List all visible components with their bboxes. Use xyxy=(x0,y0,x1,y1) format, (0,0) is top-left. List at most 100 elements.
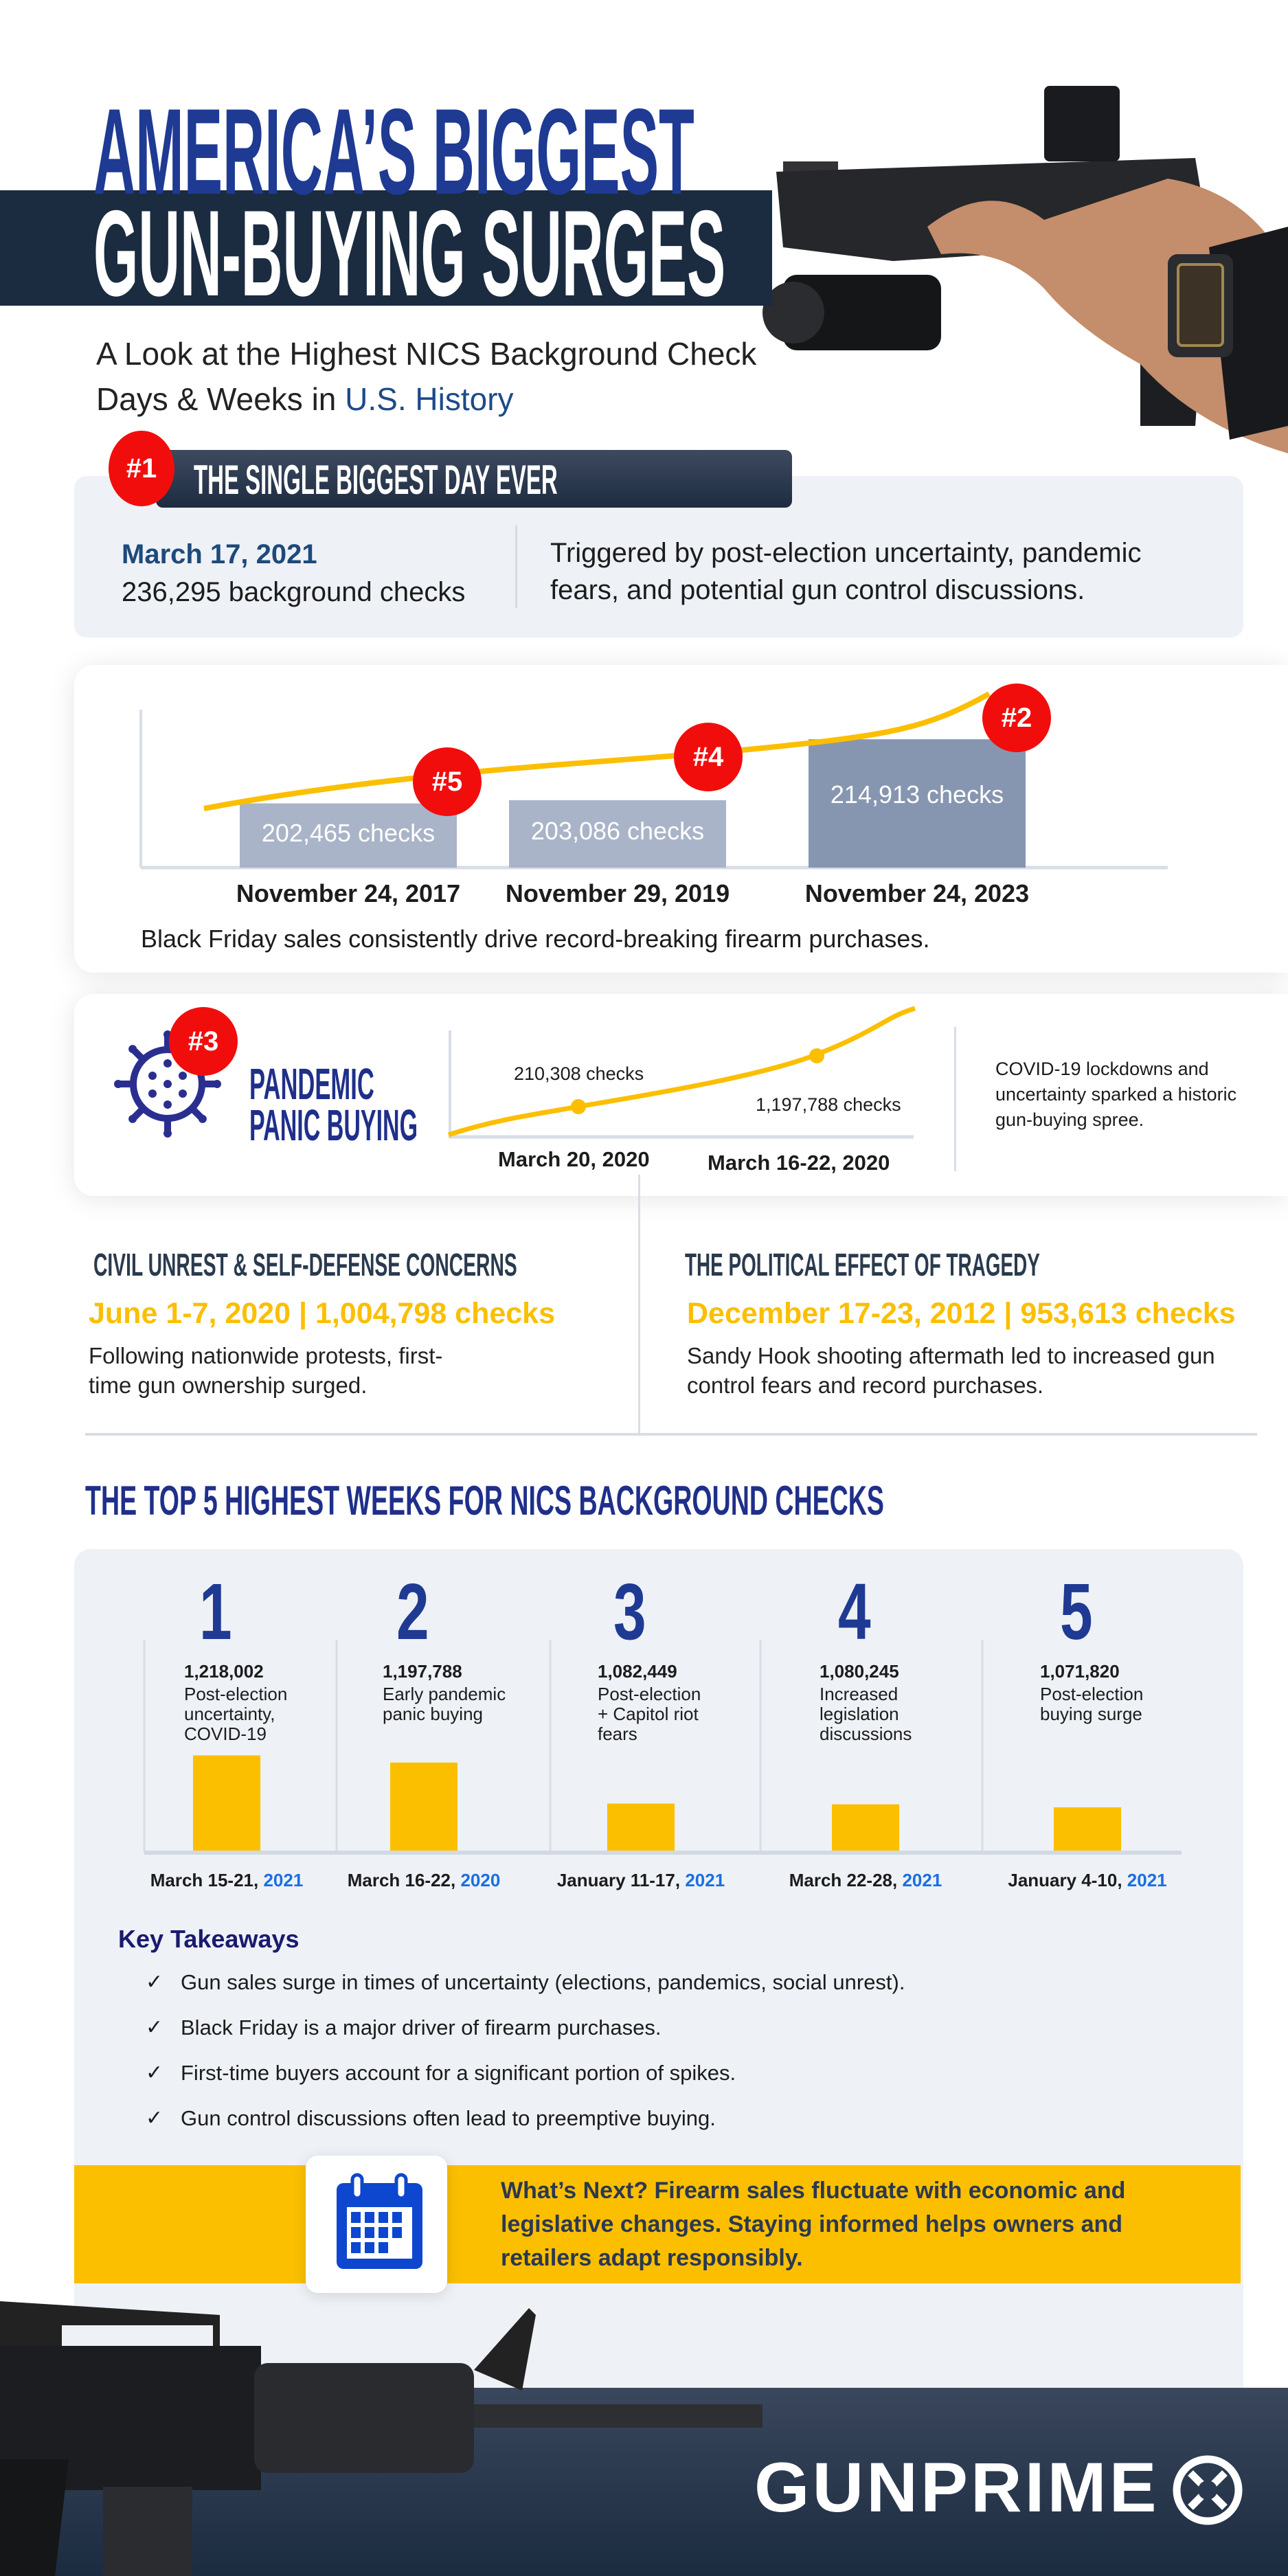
black-friday-bar xyxy=(809,739,1026,868)
takeaway-item: Gun sales surge in times of uncertainty … xyxy=(181,1970,905,1994)
week-bar xyxy=(607,1803,675,1851)
week-bar xyxy=(193,1755,260,1851)
title-band xyxy=(0,190,772,306)
takeaway-item: Black Friday is a major driver of firear… xyxy=(181,2015,662,2040)
gunprime-crosshair-icon xyxy=(1173,2455,1243,2525)
black-friday-date: November 29, 2019 xyxy=(505,879,730,907)
week-desc: Early pandemic xyxy=(383,1684,506,1704)
title-line-1: AMERICA’S BIGGEST xyxy=(93,83,694,220)
takeaway-item: First-time buyers account for a signific… xyxy=(181,2061,736,2085)
data-point-march-20 xyxy=(571,1099,586,1114)
pandemic-title-1: PANDEMIC xyxy=(249,1059,374,1109)
check-icon: ✓ xyxy=(146,1971,163,1993)
week-value: 1,082,449 xyxy=(598,1661,677,1682)
title-line-2: GUN-BUYING SURGES xyxy=(93,185,726,321)
week-desc: legislation xyxy=(820,1704,899,1724)
calendar-icon xyxy=(337,2173,422,2269)
takeaways-title: Key Takeaways xyxy=(118,1925,300,1953)
biggest-day-checks: 236,295 background checks xyxy=(122,577,466,607)
week-value: 1,071,820 xyxy=(1040,1661,1120,1682)
week-date: March 16-22, 2020 xyxy=(347,1870,501,1890)
week-desc: Post-election xyxy=(598,1684,701,1704)
black-friday-chart xyxy=(139,691,1168,870)
biggest-day-desc-1: Triggered by post-election uncertainty, … xyxy=(550,538,1142,568)
check-icon: ✓ xyxy=(146,2061,163,2084)
check-icon: ✓ xyxy=(146,2107,163,2129)
civil-unrest-heading: CIVIL UNREST & SELF-DEFENSE CONCERNS xyxy=(93,1247,517,1283)
rank-number: 3 xyxy=(613,1567,646,1656)
rank-number: 1 xyxy=(199,1567,232,1656)
week-desc: Post-election xyxy=(184,1684,288,1704)
tragedy-heading: THE POLITICAL EFFECT OF TRAGEDY xyxy=(685,1247,1040,1283)
subtitle-highlight: U.S. History xyxy=(345,381,514,417)
column-divider xyxy=(638,1175,640,1433)
civil-unrest-desc: Following nationwide protests, first-tim… xyxy=(89,1343,443,1398)
whats-next-banner xyxy=(74,2165,1241,2283)
whats-next-text: What’s Next? Firearm sales fluctuate wit… xyxy=(501,2178,1126,2271)
rank-badge-2: #2 xyxy=(982,683,1051,752)
week-date: March 15-21, 2021 xyxy=(150,1870,304,1890)
rank-badge-4: #4 xyxy=(674,723,743,791)
civil-unrest-stat: June 1-7, 2020 | 1,004,798 checks xyxy=(89,1297,556,1330)
bar-data-label: 203,086 checks xyxy=(530,817,705,846)
takeaway-item: Gun control discussions often lead to pr… xyxy=(181,2106,716,2130)
section-divider xyxy=(85,1433,1257,1436)
gunprime-logo-text: GUNPRIME xyxy=(754,2448,1160,2527)
tragedy-stat: December 17-23, 2012 | 953,613 checks xyxy=(687,1297,1236,1330)
week-desc: Increased xyxy=(820,1684,899,1704)
week-date: January 11-17, 2021 xyxy=(556,1870,725,1890)
rank-number: 4 xyxy=(838,1567,871,1656)
week-value: 1,197,788 xyxy=(383,1661,462,1682)
pandemic-label-2: 1,197,788 checks xyxy=(756,1094,901,1115)
black-friday-caption: Black Friday sales consistently drive re… xyxy=(141,925,930,953)
biggest-day-date: March 17, 2021 xyxy=(122,539,317,569)
black-friday-bar xyxy=(240,803,457,868)
rank-number: 2 xyxy=(396,1567,429,1656)
tragedy-desc: Sandy Hook shooting aftermath led to inc… xyxy=(687,1343,1215,1398)
rank-badge-3: #3 xyxy=(169,1007,238,1076)
rank-number: 5 xyxy=(1060,1567,1093,1656)
pandemic-card xyxy=(74,994,1288,1196)
black-friday-date: November 24, 2017 xyxy=(236,879,461,907)
pistol-in-hand-image xyxy=(762,86,1288,453)
week-bar xyxy=(832,1804,899,1851)
bar-data-label: 214,913 checks xyxy=(830,780,1004,809)
pandemic-date-1: March 20, 2020 xyxy=(498,1147,650,1171)
subtitle-line-2: Days & Weeks in U.S. History xyxy=(96,381,514,417)
divider xyxy=(954,1027,956,1171)
rank-badge-1: #1 xyxy=(109,431,174,506)
bar-data-label: 202,465 checks xyxy=(261,818,436,847)
week-desc: panic buying xyxy=(383,1704,483,1724)
week-value: 1,080,245 xyxy=(820,1661,899,1682)
biggest-day-header-bar xyxy=(156,450,792,508)
week-bar xyxy=(390,1762,457,1851)
week-desc: fears xyxy=(598,1724,637,1744)
pandemic-label-1: 210,308 checks xyxy=(514,1063,644,1084)
top5-bar-chart xyxy=(143,1640,1182,1855)
top5-heading: THE TOP 5 HIGHEST WEEKS FOR NICS BACKGRO… xyxy=(85,1478,884,1524)
black-friday-date: November 24, 2023 xyxy=(804,879,1030,907)
week-desc: uncertainty, xyxy=(184,1704,275,1724)
biggest-day-title: THE SINGLE BIGGEST DAY EVER xyxy=(194,457,558,503)
calendar-tile xyxy=(306,2156,447,2293)
check-icon: ✓ xyxy=(146,2016,163,2039)
data-point-march-16-22 xyxy=(809,1048,824,1063)
week-desc: buying surge xyxy=(1040,1704,1142,1724)
rifle-image xyxy=(0,2301,762,2576)
week-desc: discussions xyxy=(820,1724,912,1744)
pandemic-title-2: PANIC BUYING xyxy=(249,1100,418,1150)
week-date: March 22-28, 2021 xyxy=(789,1870,942,1890)
pandemic-desc: COVID-19 lockdowns and uncertainty sparke… xyxy=(995,1059,1237,1130)
pandemic-line xyxy=(447,1006,916,1138)
subtitle-line-1: A Look at the Highest NICS Background Ch… xyxy=(96,336,757,372)
week-bar xyxy=(1054,1807,1121,1851)
pandemic-line-chart xyxy=(447,1006,916,1139)
week-desc: + Capitol riot xyxy=(598,1704,699,1724)
biggest-day-desc-2: fears, and potential gun control discuss… xyxy=(550,575,1085,605)
week-desc: COVID-19 xyxy=(184,1724,267,1744)
rank-badge-5: #5 xyxy=(413,747,482,816)
week-desc: Post-election xyxy=(1040,1684,1144,1704)
divider xyxy=(515,526,517,608)
pandemic-date-2: March 16-22, 2020 xyxy=(708,1151,890,1175)
black-friday-bar xyxy=(509,800,726,868)
